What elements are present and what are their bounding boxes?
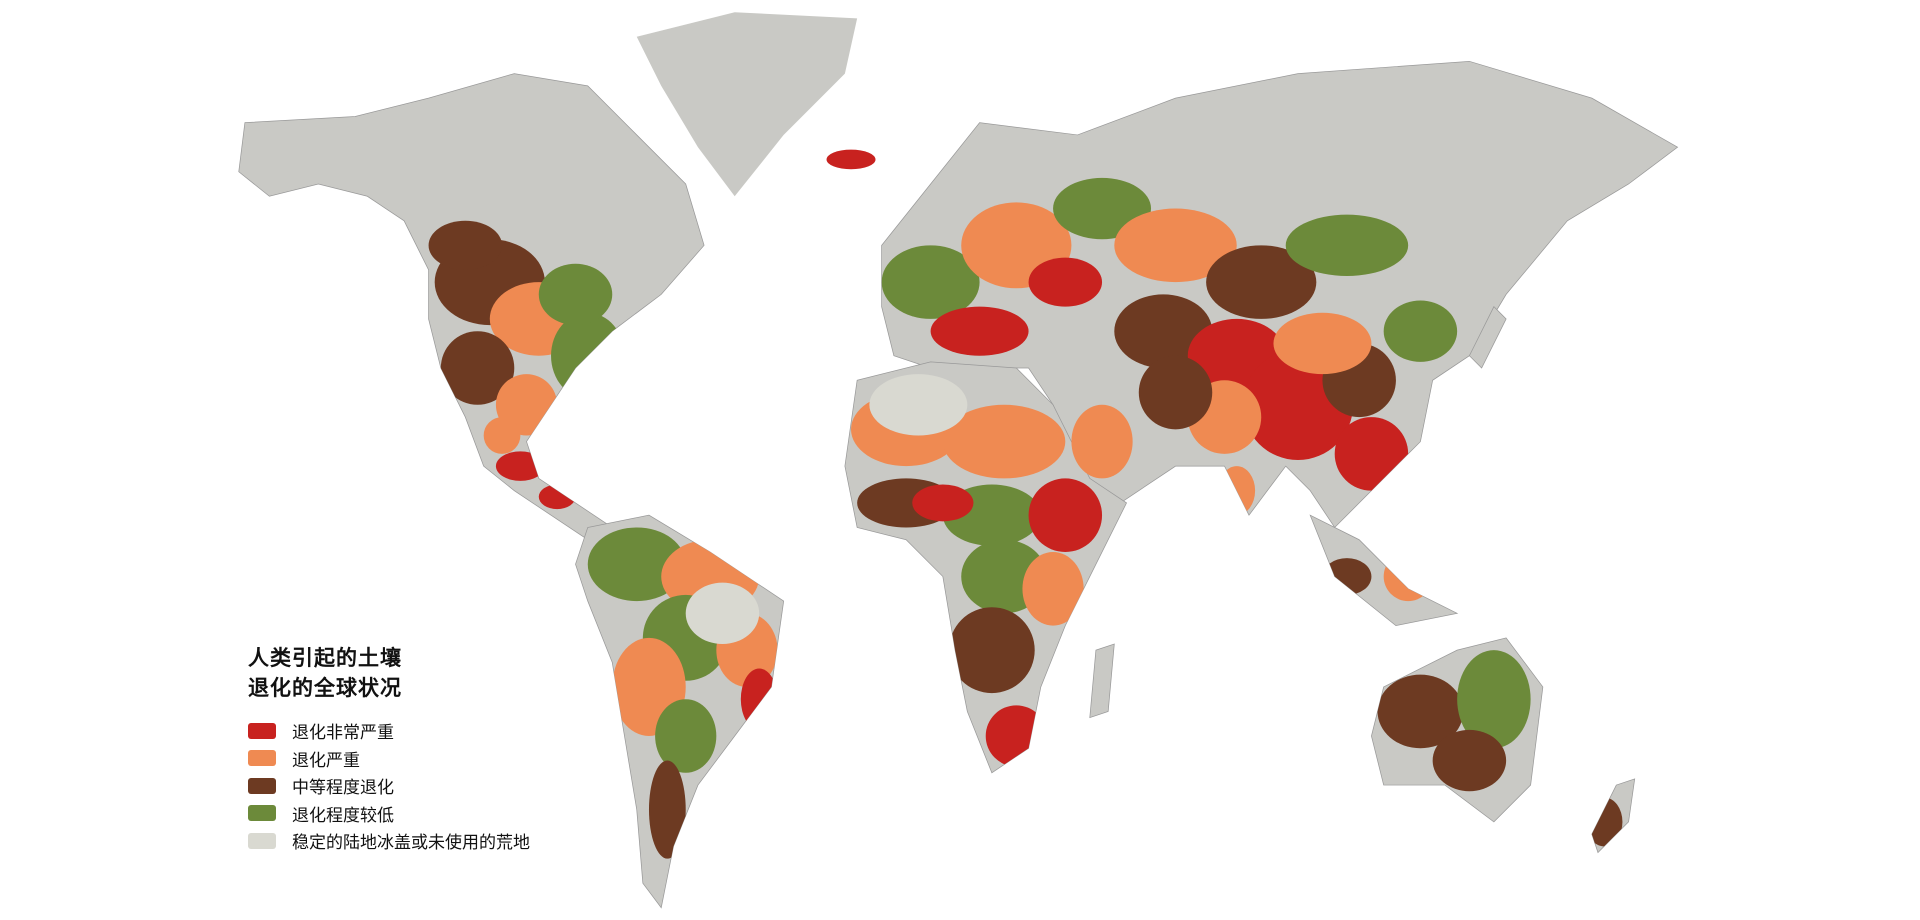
degradation-region (428, 220, 503, 270)
degradation-region (1285, 214, 1409, 276)
landmass (1468, 306, 1507, 369)
legend-item-stable: 稳定的陆地冰盖或未使用的荒地 (248, 827, 530, 855)
degradation-region (930, 306, 1029, 356)
iceland (826, 149, 876, 170)
degradation-region (1383, 300, 1458, 362)
legend-label: 退化程度较低 (292, 805, 394, 826)
legend-label: 中等程度退化 (292, 778, 394, 799)
landmass (1089, 643, 1115, 719)
legend-title-line-2: 退化的全球状况 (248, 676, 402, 700)
legend-label: 退化严重 (292, 750, 360, 771)
degradation-region (1071, 404, 1133, 479)
degradation-region (1334, 417, 1409, 491)
degradation-region (1457, 650, 1531, 749)
degradation-region (1114, 294, 1213, 368)
legend-item-severe: 退化严重 (248, 745, 530, 773)
legend-label: 退化非常严重 (292, 723, 394, 744)
degradation-region (985, 705, 1047, 767)
degradation-region (1022, 552, 1084, 626)
degradation-region (912, 484, 974, 522)
legend-item-low: 退化程度较低 (248, 800, 530, 828)
degradation-region (1206, 245, 1317, 319)
legend-label: 稳定的陆地冰盖或未使用的荒地 (292, 833, 530, 854)
degradation-region (648, 760, 686, 859)
degradation-region (538, 263, 613, 326)
legend-item-very-severe: 退化非常严重 (248, 717, 530, 745)
degradation-region (587, 527, 686, 602)
degradation-region (869, 374, 968, 436)
degradation-region (1028, 478, 1103, 552)
legend-swatch (248, 750, 276, 767)
degradation-region (1322, 558, 1372, 595)
degradation-region (948, 607, 1035, 694)
degradation-region (1138, 355, 1213, 430)
legend-swatch (248, 832, 276, 849)
legend-swatch (248, 777, 276, 794)
degradation-region (1432, 729, 1507, 792)
degradation-region (1273, 312, 1372, 375)
degradation-region (1585, 797, 1623, 847)
legend-title-line-1: 人类引起的土壤 (248, 646, 402, 670)
degradation-region (942, 404, 1066, 479)
degradation-region (483, 417, 521, 454)
degradation-region (685, 582, 760, 644)
legend-swatch (248, 805, 276, 822)
degradation-regions (428, 177, 1623, 859)
map-legend: 人类引起的土壤 退化的全球状况 退化非常严重 退化严重 中等程度退化 退化程度较… (248, 643, 530, 855)
degradation-region (1383, 552, 1433, 602)
degradation-region (538, 484, 576, 510)
degradation-region (1377, 674, 1464, 749)
landmass (1309, 514, 1459, 626)
degradation-region (881, 245, 980, 319)
degradation-region (495, 451, 545, 481)
legend-swatch (248, 722, 276, 739)
degradation-region (1114, 208, 1237, 283)
degradation-region (440, 331, 515, 405)
degradation-region (1028, 257, 1103, 307)
legend-item-moderate: 中等程度退化 (248, 772, 530, 800)
greenland (636, 12, 858, 197)
degradation-region (655, 699, 717, 773)
